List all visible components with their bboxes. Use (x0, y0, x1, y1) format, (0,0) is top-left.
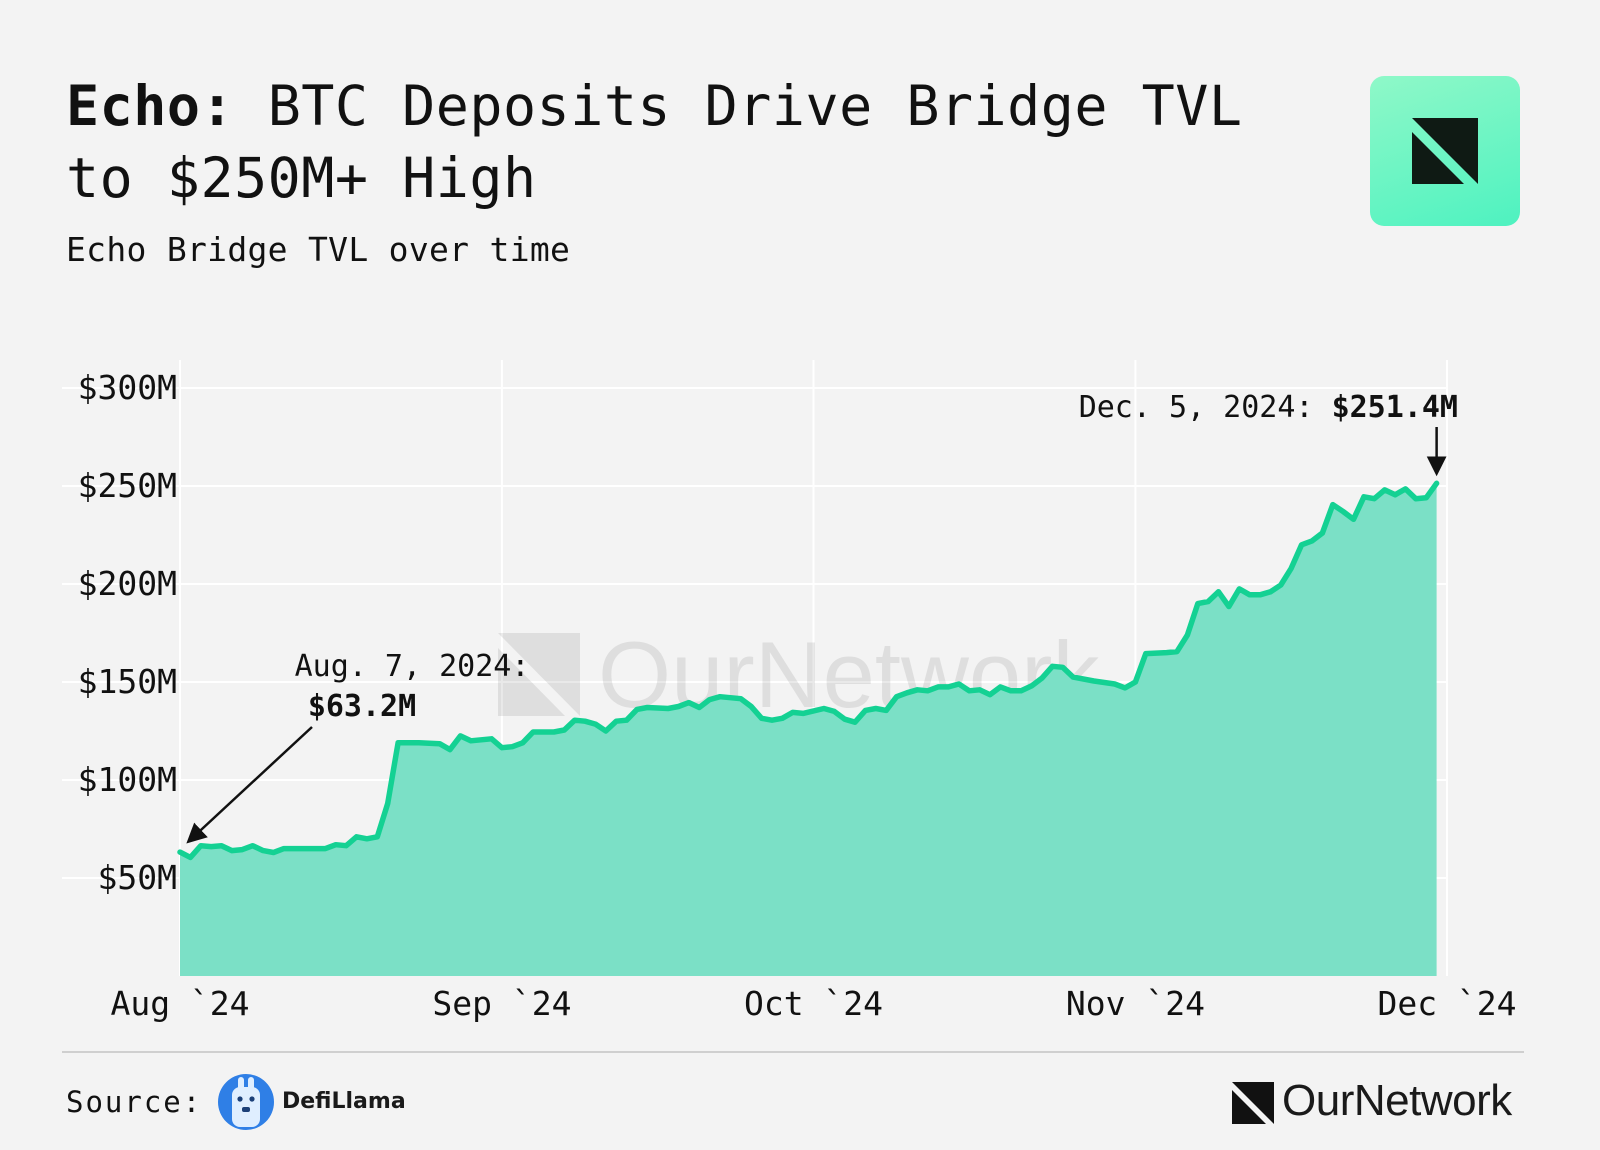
x-tick-label: Dec `24 (1377, 984, 1516, 1023)
annotation-start-arrow (186, 726, 313, 844)
chart-title-bold: Echo: (66, 74, 235, 138)
y-tick-label: $200M (78, 564, 177, 603)
ournetwork-logo-icon (1412, 118, 1478, 184)
tvl-line (177, 480, 1440, 861)
x-tick-label: Oct `24 (744, 984, 883, 1023)
defillama-name: DefiLlama (282, 1089, 406, 1114)
annotation-end-text: Dec. 5, 2024: $251.4M (1079, 390, 1458, 425)
chart-title-rest: BTC Deposits Drive Bridge TVL to $250M+ … (66, 74, 1243, 210)
y-axis-ticks: $50M $100M $150M $200M $250M $300M (78, 368, 177, 897)
ournetwork-logo-badge (1370, 76, 1520, 226)
annotation-end-value: $251.4M (1332, 390, 1458, 425)
ournetwork-brand-name: OurNetwork (1282, 1076, 1512, 1125)
tvl-area (180, 483, 1437, 976)
x-axis-ticks: Aug `24 Sep `24 Oct `24 Nov `24 Dec `24 (110, 984, 1516, 1023)
y-tick-label: $300M (78, 368, 177, 407)
defillama-icon (218, 1074, 274, 1130)
y-tick-label: $100M (78, 760, 177, 799)
annotation-start-label: Aug. 7, 2024: (295, 649, 530, 684)
chart-subtitle: Echo Bridge TVL over time (66, 230, 571, 269)
watermark-logo-icon (498, 633, 580, 716)
y-tick-label: $150M (78, 662, 177, 701)
y-tick-label: $50M (98, 858, 177, 897)
annotation-end-label: Dec. 5, 2024: (1079, 390, 1332, 425)
x-tick-label: Sep `24 (432, 984, 571, 1023)
chart-title: Echo: BTC Deposits Drive Bridge TVL to $… (66, 70, 1326, 214)
ournetwork-brand-icon (1232, 1082, 1274, 1124)
x-tick-label: Nov `24 (1066, 984, 1205, 1023)
watermark-logo-icon-lower (498, 648, 565, 716)
annotation-start-value: $63.2M (308, 689, 416, 724)
annotations: Aug. 7, 2024: $63.2M Dec. 5, 2024: $251.4M (186, 390, 1458, 844)
y-tick-label: $250M (78, 466, 177, 505)
source-label: Source: (66, 1085, 203, 1119)
footer-divider (62, 1051, 1524, 1053)
x-tick-label: Aug `24 (110, 984, 249, 1023)
